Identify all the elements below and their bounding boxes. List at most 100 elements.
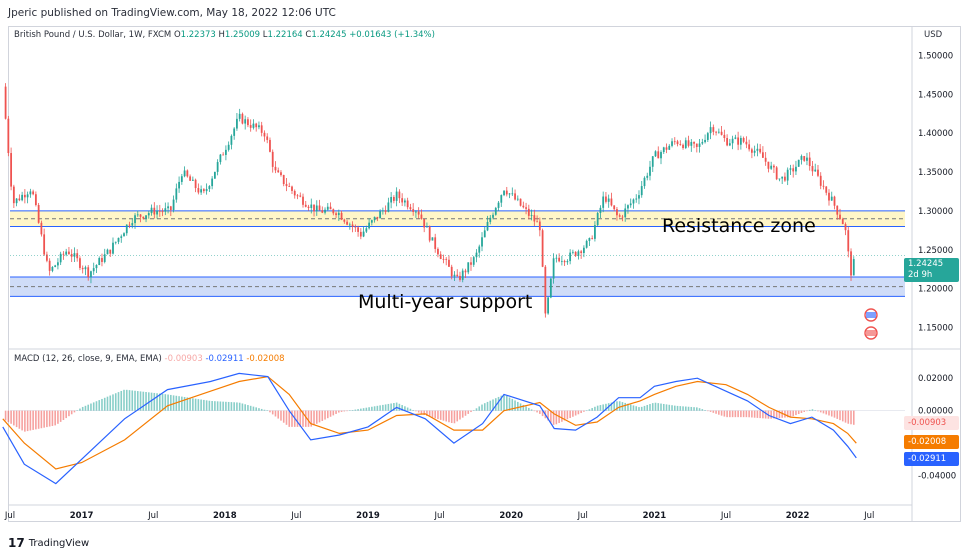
macd-histogram-bar [280,410,282,421]
macd-histogram-bar [371,406,373,411]
candle-body [665,147,668,150]
candle-body [684,140,687,149]
candle-body [368,222,371,229]
macd-histogram-bar [580,410,582,414]
macd-histogram-bar [478,406,481,411]
macd-histogram-bar [76,410,78,411]
candle-body [836,205,839,215]
candle-body [638,195,640,199]
macd-histogram-bar [219,401,222,411]
macd-tick-label: 0.02000 [918,374,953,384]
candle-body [324,209,326,213]
candle-body [643,177,646,187]
candle-body [762,152,764,158]
macd-histogram-bar [32,410,34,430]
candle-body [227,144,230,150]
candle-body [682,144,684,149]
macd-histogram-bar [533,410,536,412]
candle-body [194,179,197,189]
candle-body [505,190,508,195]
macd-histogram-bar [156,393,158,411]
candle-body [423,219,426,228]
macd-legend-macd: -0.02911 [205,354,244,364]
macd-histogram-bar [145,392,147,411]
candle-body [109,249,112,254]
candle-body [489,217,492,222]
candle-body [156,210,158,215]
candle-body [211,178,214,187]
candle-body [7,118,10,154]
macd-histogram-bar [321,410,324,421]
candle-body [37,205,40,223]
macd-histogram-bar [740,410,742,418]
candle-body [704,139,706,143]
macd-histogram-bar [90,403,92,411]
macd-histogram-bar [640,406,643,411]
candle-body [560,260,563,262]
macd-histogram-bar [698,408,701,411]
macd-histogram-bar [59,410,62,422]
candle-body [580,251,583,254]
candle-body [516,198,519,200]
macd-histogram-bar [409,408,412,411]
macd-histogram-bar [423,410,425,416]
macd-histogram-bar [797,410,800,415]
candle-body [150,207,153,214]
bar-countdown: 2d 9h [908,270,933,280]
macd-line-tag: -0.02911 [904,452,959,466]
time-tick-label: Jul [577,511,588,521]
macd-histogram-bar [778,410,781,418]
macd-histogram-bar [629,404,632,411]
candle-body [715,131,717,133]
macd-histogram-bar [87,404,90,411]
candle-body [101,258,103,262]
currency-label[interactable]: USD [924,30,943,40]
macd-histogram-bar [803,410,806,412]
macd-histogram-bar [35,410,37,430]
candle-body [379,211,382,219]
macd-histogram-bar [464,410,467,416]
chart-frame[interactable] [8,26,961,522]
candle-body [134,215,136,224]
macd-histogram-bar [288,410,291,427]
time-tick-label: 2018 [213,511,237,521]
macd-histogram-bar [671,405,673,411]
candle-body [241,113,244,124]
candle-body [563,260,566,263]
candle-body [456,274,459,276]
macd-histogram-bar [54,410,56,426]
macd-histogram-bar [79,408,81,411]
candle-body [566,261,569,263]
macd-histogram-bar [638,407,640,411]
macd-histogram-bar [591,408,593,411]
candle-body [759,148,762,153]
candle-body [387,202,390,212]
macd-histogram-bar [123,389,125,411]
candle-body [238,113,241,119]
macd-histogram-bar [211,401,213,411]
candle-body [147,213,150,216]
legend-symbol: British Pound / U.S. Dollar, 1W, FXCM [14,30,172,40]
macd-histogram-bar [448,410,450,423]
candle-body [720,131,723,135]
macd-histogram-bar [398,403,401,411]
candle-body [335,213,337,216]
candle-body [795,166,797,172]
candle-body [51,266,54,271]
candle-body [599,207,602,213]
macd-histogram-bar [505,395,508,411]
candle-body [40,222,43,235]
macd-histogram-bar [244,404,246,411]
flag-stripe [866,312,876,318]
candle-body [781,176,784,179]
macd-histogram-bar [646,404,649,411]
candle-body [164,208,167,212]
tradingview-brand[interactable]: 17 TradingView [8,536,89,550]
candle-body [640,186,643,196]
macd-histogram-bar [382,404,384,411]
candle-body [158,210,161,212]
candle-body [376,216,379,219]
candle-body [646,175,649,178]
candle-body [73,253,76,257]
